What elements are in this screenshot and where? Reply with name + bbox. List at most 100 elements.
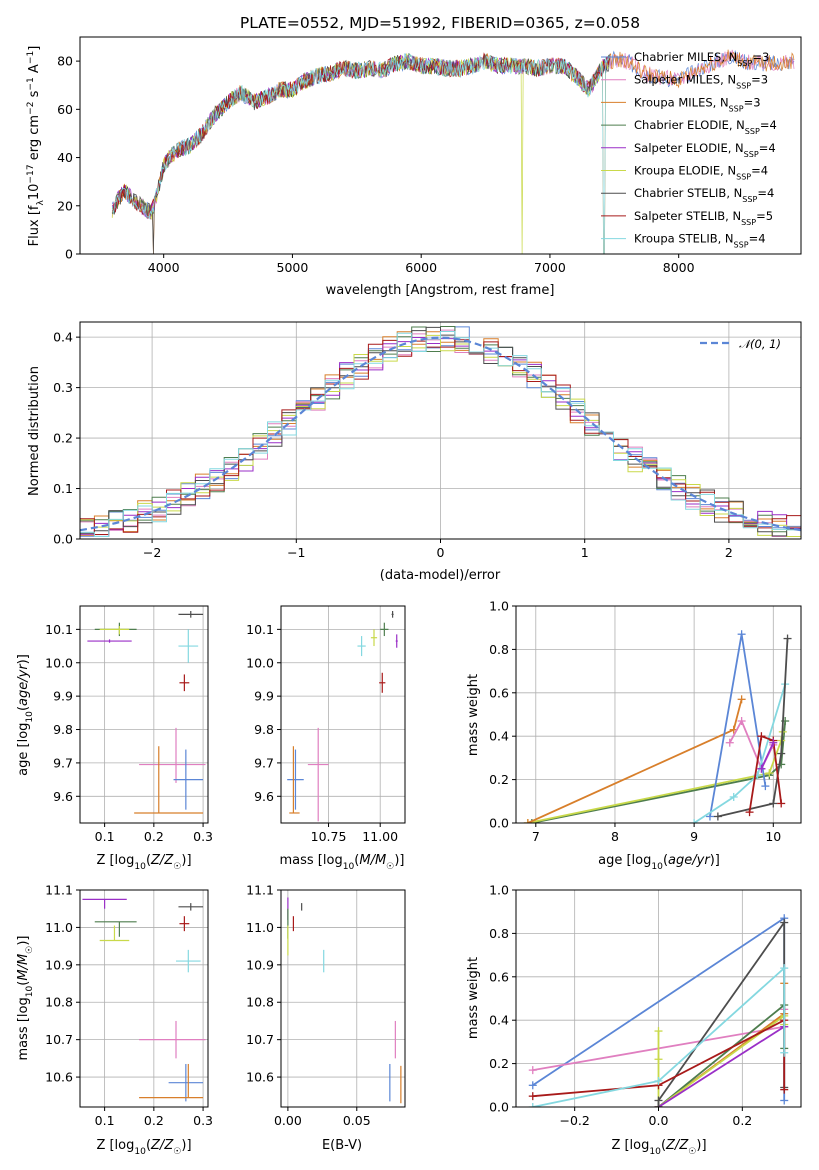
x-tick-label: 0.3 <box>193 1113 213 1128</box>
line-kroupa_stelib <box>693 683 787 823</box>
plot-area <box>516 606 801 823</box>
marker-chabrier_stelib <box>777 749 786 758</box>
marker-chabrier_stelib <box>654 1096 663 1105</box>
legend-label-kroupa_miles: Kroupa MILES, NSSP=3 <box>634 95 761 113</box>
y-tick-label: 0.4 <box>53 330 73 345</box>
point-salpeter_miles <box>139 1020 206 1059</box>
y-tick-label: 0.4 <box>489 729 509 744</box>
y-axis-label: mass weight <box>466 957 481 1039</box>
marker-kroupa_stelib <box>654 1076 663 1085</box>
spectrum-line-chabrier_elodie <box>111 53 610 219</box>
plot-area <box>111 49 795 254</box>
x-tick-label: 8000 <box>663 260 695 275</box>
point-kroupa_stelib <box>357 636 366 657</box>
axes-frame <box>515 889 802 1108</box>
point-kroupa_elodie <box>370 629 378 647</box>
marker-kroupa_miles <box>737 695 746 704</box>
point-kroupa_miles <box>139 1063 204 1099</box>
axes-frame <box>79 605 209 824</box>
plot-area <box>281 606 405 823</box>
chart-residuals: −2 −1 0 1 2 0.0 0.1 0.2 0.3 0.4 (data-model)/error… <box>27 321 802 583</box>
x-tick-label: 10 <box>765 829 781 844</box>
point-kroupa_miles <box>134 746 204 814</box>
marker-salpeter_elodie <box>757 764 766 773</box>
plot-area <box>80 606 208 823</box>
y-tick-label: 0.3 <box>53 380 73 395</box>
histogram-kroupa_stelib <box>80 331 801 539</box>
marker-chabrier_miles <box>761 782 770 791</box>
x-tick-label: −1 <box>287 545 305 560</box>
y-tick-label: 9.9 <box>254 689 274 704</box>
legend-label-kroupa_stelib: Kroupa STELIB, NSSP=4 <box>634 232 766 250</box>
point-kroupa_miles <box>289 746 300 814</box>
marker-salpeter_miles <box>725 738 734 747</box>
y-tick-label: 9.6 <box>53 789 73 804</box>
y-tick-label: 10.9 <box>45 957 73 972</box>
line-chabrier_miles <box>709 634 767 817</box>
x-tick-label: 0.1 <box>95 829 115 844</box>
x-tick-label: 0.2 <box>144 1113 164 1128</box>
x-tick-label: 5000 <box>277 260 309 275</box>
y-tick-label: 10.9 <box>246 957 274 972</box>
x-tick-label: 0.2 <box>732 1113 752 1128</box>
y-tick-label: 10.8 <box>246 995 274 1010</box>
y-tick-label: 0.0 <box>489 1100 509 1115</box>
legend-label-chabrier_stelib: Chabrier STELIB, NSSP=4 <box>634 186 774 204</box>
point-chabrier_miles <box>168 1063 204 1102</box>
axes-frame <box>79 889 209 1108</box>
chart-mass_weight_vs_Z: −0.2 0.0 0.2 0.0 0.2 0.4 0.6 0.8 1.0 Z [log10(Z/Z… <box>466 883 802 1157</box>
marker-kroupa_elodie <box>654 1027 663 1036</box>
x-tick-label: 2 <box>725 545 733 560</box>
line-kroupa_miles <box>527 699 743 823</box>
marker-chabrier_miles <box>705 812 714 821</box>
x-axis-label: Z [log10(Z/Z☉)] <box>96 1138 191 1157</box>
y-tick-label: 0.6 <box>489 685 509 700</box>
y-axis-label: mass [log10(M/M☉)] <box>16 936 35 1061</box>
figure-title: PLATE=0552, MJD=51992, FIBERID=0365, z=0… <box>240 14 640 32</box>
legend-label-chabrier_elodie: Chabrier ELODIE, NSSP=4 <box>634 118 777 136</box>
y-axis-label: Normed distribution <box>27 366 42 496</box>
gaussian-curve <box>80 336 801 532</box>
marker-chabrier_stelib <box>780 918 789 927</box>
plot-layer: 4000 5000 6000 7000 8000020406080wavelength … <box>16 36 802 1157</box>
y-tick-label: 11.1 <box>246 883 274 898</box>
spectrum-line-kroupa_elodie <box>111 52 611 254</box>
y-tick-label: 11.0 <box>45 920 73 935</box>
y-axis-label: age [log10(age/yr)] <box>16 654 35 776</box>
marker-salpeter_elodie <box>769 738 778 747</box>
point-kroupa_elodie <box>99 626 130 635</box>
y-tick-label: 10.7 <box>45 1032 73 1047</box>
point-salpeter_miles <box>139 727 206 783</box>
x-tick-label: 1 <box>581 545 589 560</box>
chart-spectrum: 4000 5000 6000 7000 8000 0 20 40 60 80 wavelength … <box>26 36 802 298</box>
histogram-salpeter_stelib <box>80 339 801 539</box>
point-chabrier_elodie <box>380 622 389 637</box>
x-tick-label: 6000 <box>405 260 437 275</box>
x-tick-label: 0.1 <box>95 1113 115 1128</box>
point-kroupa_stelib <box>176 949 201 973</box>
y-tick-label: 10.1 <box>246 622 274 637</box>
line-chabrier_elodie <box>531 720 787 823</box>
x-axis-label: wavelength [Angstrom, rest frame] <box>326 283 555 298</box>
marker-chabrier_miles <box>780 1096 789 1105</box>
y-tick-label: 9.6 <box>254 789 274 804</box>
line-kroupa_stelib <box>532 966 786 1107</box>
spectrum-line-salpeter_elodie <box>111 54 611 220</box>
chart-mass_weight_vs_age: 7 8 9 10 0.0 0.2 0.4 0.6 0.8 1.0 age [log10(age/yr… <box>466 599 802 872</box>
point-salpeter_miles <box>307 727 329 822</box>
marker-kroupa_stelib <box>690 819 699 823</box>
marker-chabrier_stelib <box>783 634 792 643</box>
y-tick-label: 80 <box>57 54 73 69</box>
plot-area <box>516 890 801 1107</box>
y-tick-label: 9.7 <box>254 755 274 770</box>
y-tick-label: 10.1 <box>45 622 73 637</box>
point-chabrier_miles <box>287 749 304 810</box>
point-salpeter_stelib <box>379 672 386 693</box>
axes-frame <box>515 605 802 824</box>
spectrum-line-chabrier_stelib <box>111 54 611 254</box>
x-tick-label: 0.2 <box>144 829 164 844</box>
x-tick-label: 0.05 <box>343 1113 371 1128</box>
point-chabrier_miles <box>173 749 204 810</box>
x-tick-label: 0.3 <box>193 829 213 844</box>
